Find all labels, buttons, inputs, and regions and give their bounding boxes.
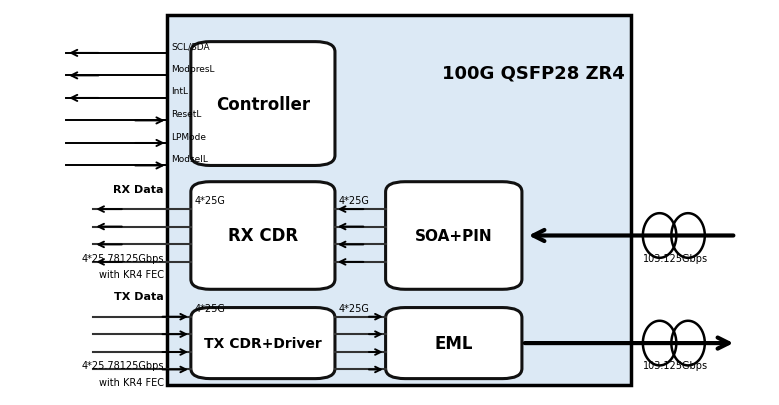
Text: SCL/SDA: SCL/SDA <box>171 43 210 51</box>
Text: LPMode: LPMode <box>171 132 206 141</box>
Text: ModselL: ModselL <box>171 155 208 164</box>
Text: TX CDR+Driver: TX CDR+Driver <box>204 336 322 350</box>
Text: ModpresL: ModpresL <box>171 65 215 74</box>
Text: SOA+PIN: SOA+PIN <box>415 228 492 243</box>
Text: 4*25G: 4*25G <box>339 196 370 206</box>
Text: with KR4 FEC: with KR4 FEC <box>99 377 164 387</box>
FancyBboxPatch shape <box>386 182 522 290</box>
Text: 4*25.78125Gbps: 4*25.78125Gbps <box>81 253 164 263</box>
Text: 103.125Gbps: 103.125Gbps <box>643 253 708 263</box>
Text: with KR4 FEC: with KR4 FEC <box>99 269 164 279</box>
Text: IntL: IntL <box>171 87 189 96</box>
Text: 4*25G: 4*25G <box>339 303 370 313</box>
Text: ResetL: ResetL <box>171 110 202 119</box>
Text: RX Data: RX Data <box>113 184 164 194</box>
Bar <box>167 16 631 385</box>
Text: 4*25.78125Gbps: 4*25.78125Gbps <box>81 360 164 371</box>
Text: RX CDR: RX CDR <box>227 227 298 245</box>
FancyBboxPatch shape <box>191 43 335 166</box>
FancyBboxPatch shape <box>191 308 335 379</box>
Text: TX Data: TX Data <box>114 292 164 302</box>
Text: 4*25G: 4*25G <box>195 303 226 313</box>
FancyBboxPatch shape <box>191 182 335 290</box>
Text: EML: EML <box>435 334 473 352</box>
Text: 4*25G: 4*25G <box>195 196 226 206</box>
FancyBboxPatch shape <box>386 308 522 379</box>
Text: 103.125Gbps: 103.125Gbps <box>643 360 708 371</box>
Text: 100G QSFP28 ZR4: 100G QSFP28 ZR4 <box>442 64 625 82</box>
Text: Controller: Controller <box>216 95 310 113</box>
